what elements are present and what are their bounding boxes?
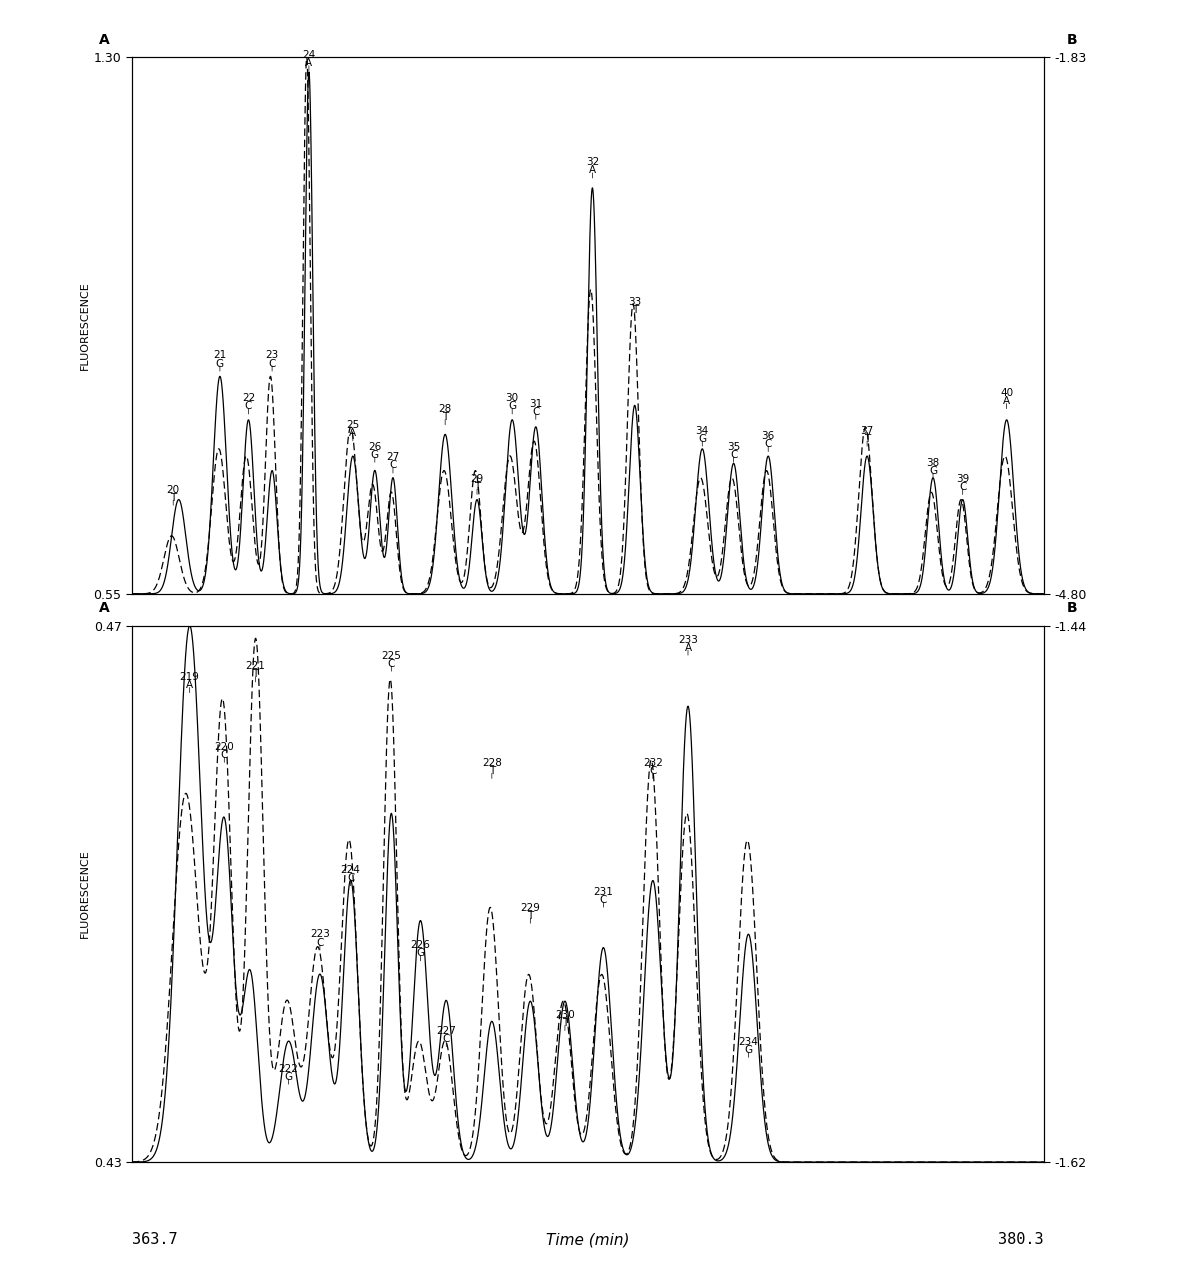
Text: C: C [389,461,397,470]
Text: C: C [269,359,276,369]
Text: 224: 224 [341,865,360,875]
Text: 233: 233 [678,635,698,645]
Text: 36: 36 [762,430,775,441]
Text: G: G [698,434,707,443]
Text: 228: 228 [482,757,502,767]
Y-axis label: FLUORESCENCE: FLUORESCENCE [79,849,90,939]
Y-axis label: FLUORESCENCE: FLUORESCENCE [79,281,90,370]
Text: T: T [442,412,449,423]
Text: A: A [186,681,193,690]
Text: 30: 30 [505,393,518,404]
Text: 229: 229 [521,903,540,913]
Text: C: C [764,439,772,450]
Text: 23: 23 [265,350,278,360]
Text: T: T [170,493,176,503]
Text: 35: 35 [727,442,740,452]
Text: 227: 227 [437,1025,456,1036]
Text: A: A [98,601,109,616]
Text: C: C [221,750,228,760]
Text: G: G [416,949,425,958]
Text: B: B [1067,601,1078,616]
Text: 226: 226 [410,940,431,950]
Text: T: T [252,669,259,679]
Text: B: B [1067,33,1078,47]
Text: T: T [864,434,870,443]
Text: 222: 222 [278,1064,299,1074]
Text: 29: 29 [470,474,484,484]
Text: 24: 24 [302,50,316,60]
Text: A: A [98,33,109,47]
Text: G: G [744,1045,752,1055]
Text: A: A [1003,396,1010,406]
Text: 25: 25 [347,420,360,430]
Text: T: T [631,305,638,315]
Text: C: C [600,895,607,904]
Text: T: T [488,766,494,776]
Text: 34: 34 [696,425,709,435]
Text: 221: 221 [246,661,265,672]
Text: 231: 231 [594,886,613,896]
Text: T: T [562,1018,568,1028]
Text: G: G [929,466,937,476]
Text: 230: 230 [556,1010,575,1020]
Text: 220: 220 [215,742,234,752]
Text: C: C [388,659,395,669]
Text: A: A [349,428,356,438]
Text: A: A [684,642,691,653]
Text: A: A [305,59,312,68]
Text: 26: 26 [368,442,382,452]
Text: 28: 28 [438,404,451,414]
Text: 37: 37 [860,425,874,435]
Text: 38: 38 [926,457,940,467]
Text: A: A [589,166,596,175]
Text: 21: 21 [214,350,227,360]
Text: 33: 33 [628,296,641,306]
Text: 225: 225 [382,650,401,660]
Text: 219: 219 [180,672,199,682]
Text: 380.3: 380.3 [998,1232,1044,1248]
Text: Time (min): Time (min) [546,1232,630,1248]
Text: 223: 223 [310,930,330,940]
Text: C: C [245,401,252,411]
Text: C: C [959,481,966,492]
Text: 363.7: 363.7 [132,1232,178,1248]
Text: 22: 22 [242,393,256,404]
Text: G: G [284,1071,293,1082]
Text: 40: 40 [1000,388,1013,398]
Text: 39: 39 [956,474,970,484]
Text: 20: 20 [167,484,180,494]
Text: G: G [216,359,224,369]
Text: T: T [527,911,534,921]
Text: C: C [649,766,656,776]
Text: G: G [371,450,379,460]
Text: C: C [730,450,737,460]
Text: C: C [532,407,540,416]
Text: C: C [347,873,354,884]
Text: T: T [474,481,480,492]
Text: 32: 32 [586,157,599,167]
Text: C: C [443,1034,450,1045]
Text: G: G [508,401,516,411]
Text: 27: 27 [386,452,400,462]
Text: C: C [317,937,324,948]
Text: 31: 31 [529,398,542,409]
Text: 234: 234 [738,1037,758,1047]
Text: 232: 232 [643,757,662,767]
